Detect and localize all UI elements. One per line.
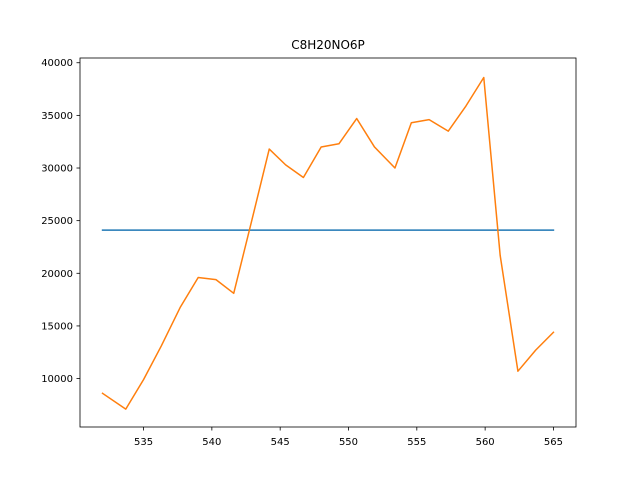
x-tick-label: 555 [407,437,426,448]
x-tick-label: 535 [134,437,153,448]
y-tick-label: 40000 [41,58,73,69]
x-tick-label: 540 [202,437,221,448]
x-tick-label: 565 [544,437,563,448]
plot-frame [79,57,577,428]
y-tick-label: 35000 [41,111,73,122]
y-tick-label: 15000 [41,321,73,332]
y-tick-label: 20000 [41,269,73,280]
series-line-2 [101,76,555,410]
y-tick-label: 10000 [41,374,73,385]
x-tick-label: 560 [476,437,495,448]
x-axis: 535 540 545 550 555 560 565 [134,427,563,448]
y-axis: 10000 15000 20000 25000 30000 35000 40000 [41,58,80,385]
y-tick-label: 25000 [41,216,73,227]
chart-title: C8H20NO6P [291,38,365,52]
series-layer [101,76,555,410]
y-tick-label: 30000 [41,164,73,175]
x-tick-label: 545 [271,437,290,448]
x-tick-label: 550 [339,437,358,448]
